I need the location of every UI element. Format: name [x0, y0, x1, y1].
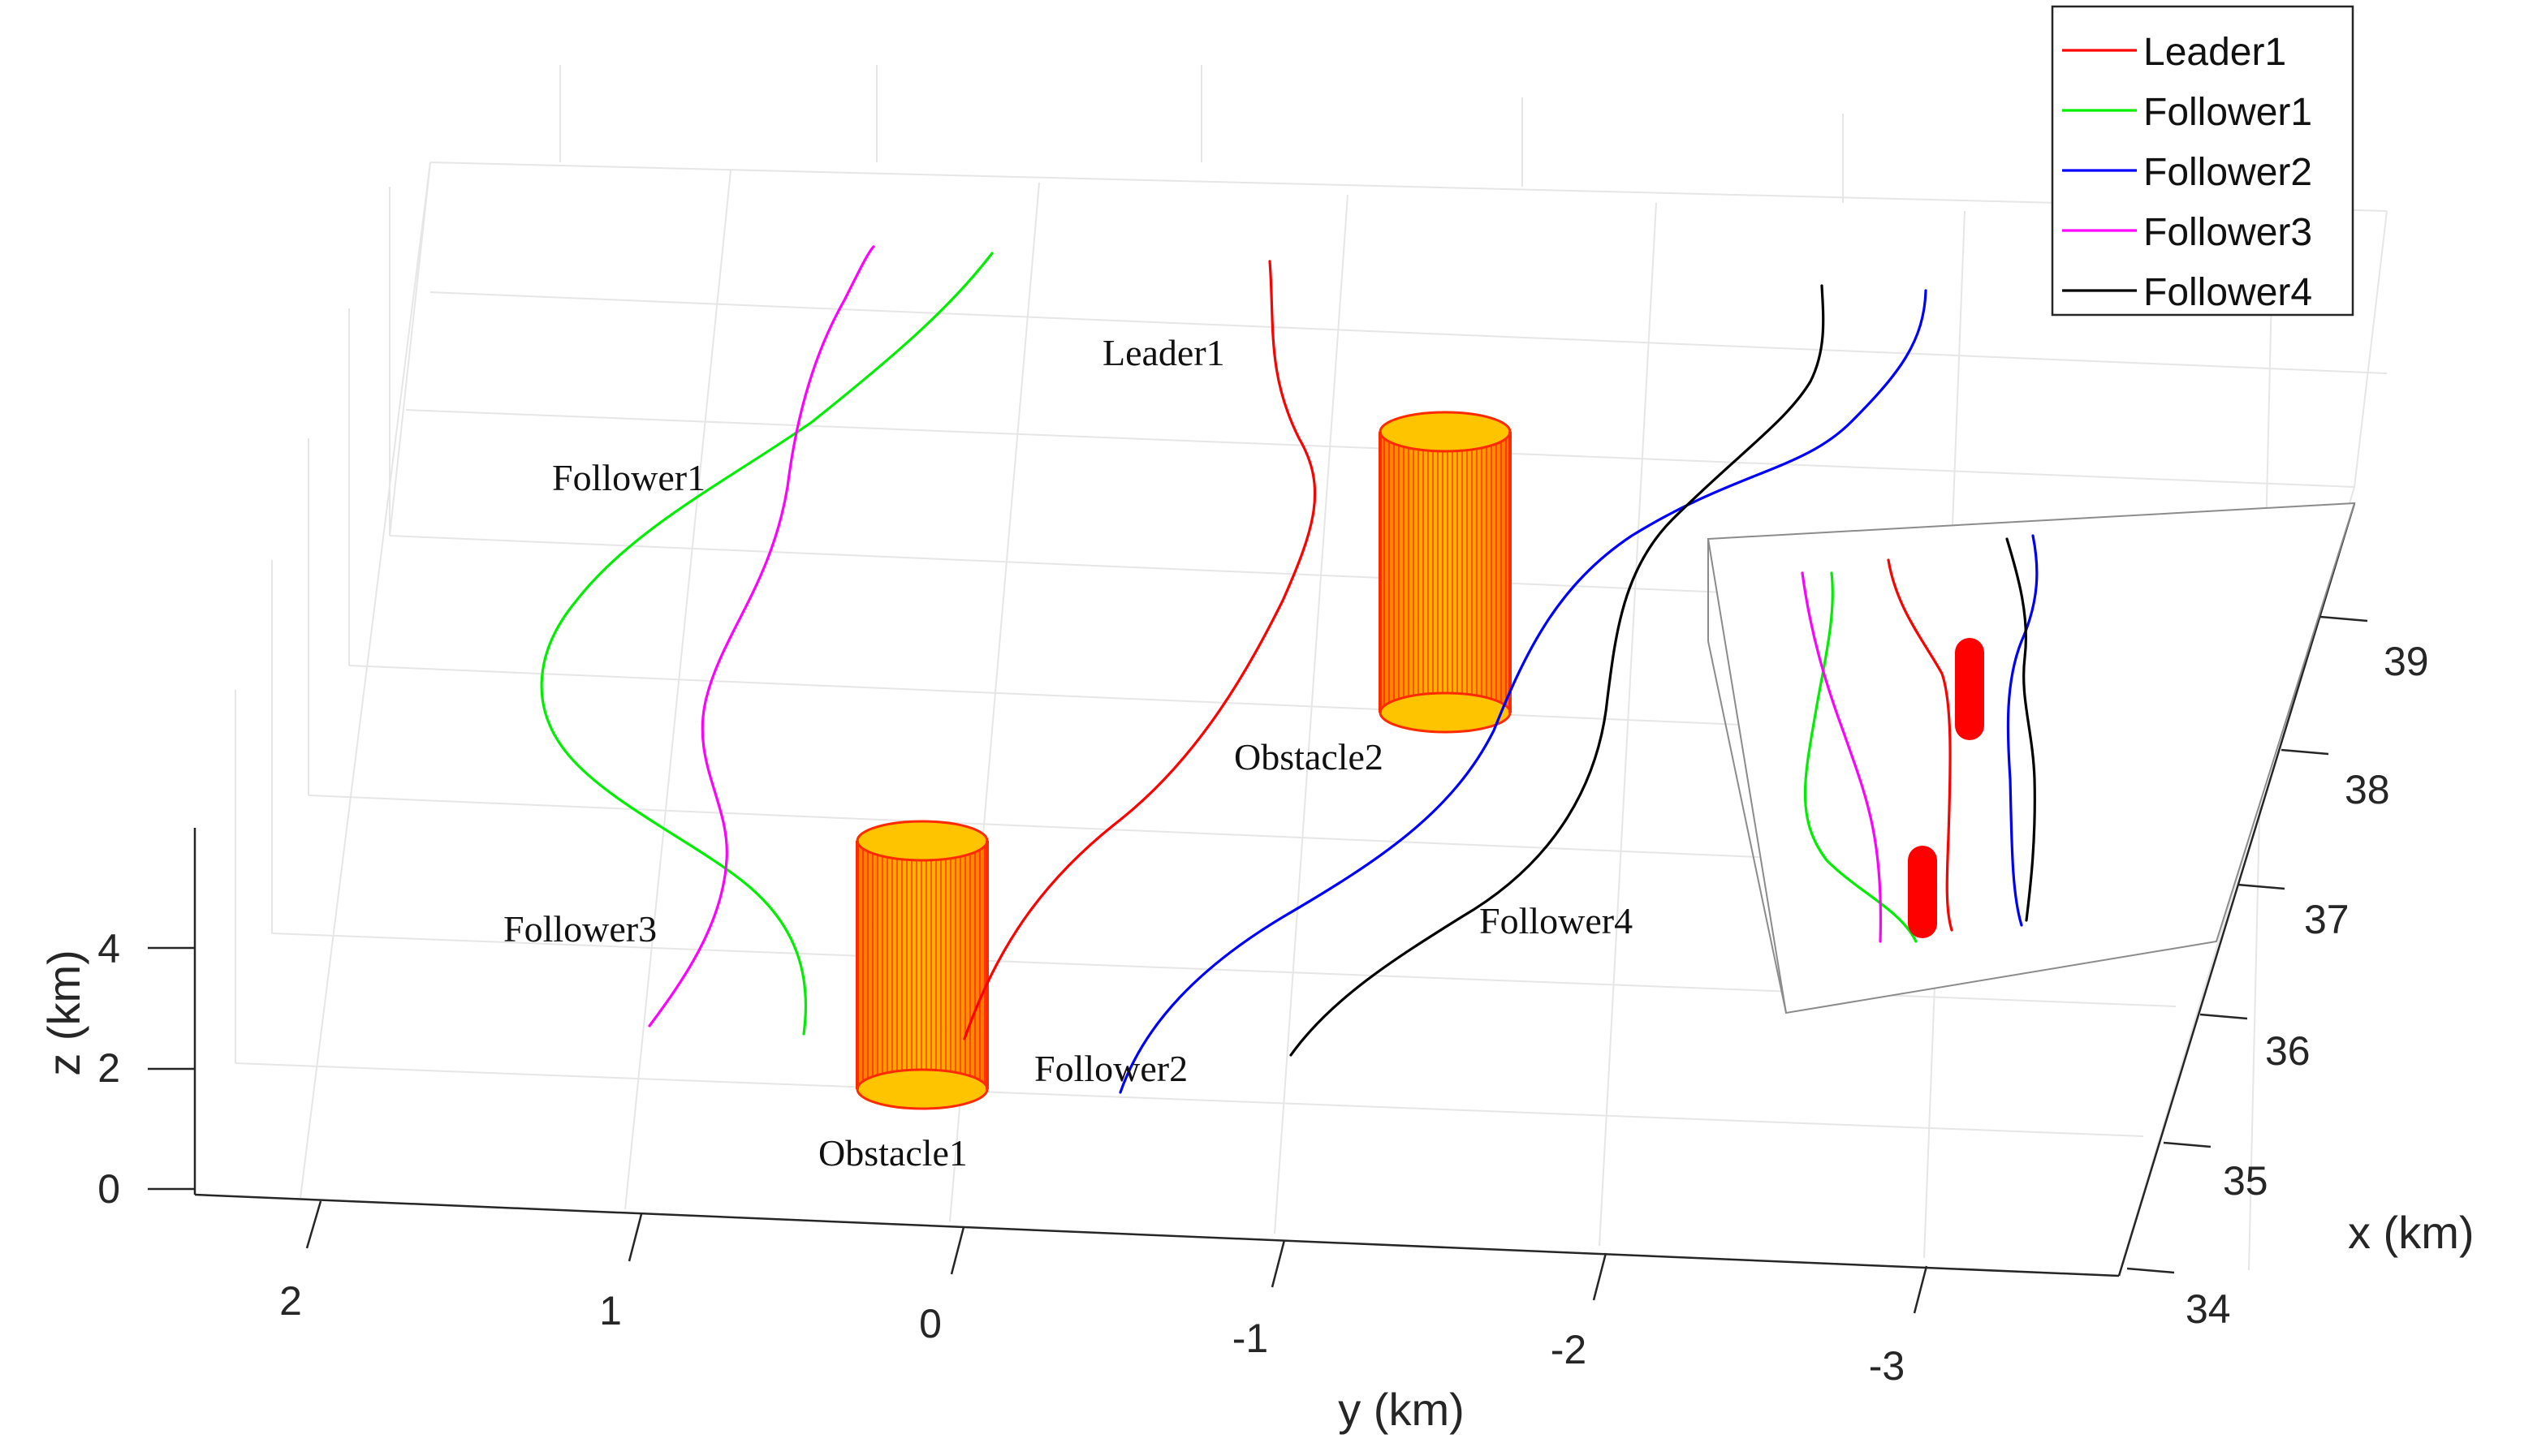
- legend: Leader1 Follower1 Follower2 Follower3 Fo…: [2051, 5, 2354, 317]
- inset-obstacle-2: [1955, 638, 1984, 740]
- inset-follower1-line: [1803, 571, 1918, 943]
- z-tick-label: 4: [97, 926, 120, 971]
- inset-follower4-line: [2005, 537, 2036, 922]
- z-tick-label: 2: [97, 1045, 120, 1091]
- y-tick-label: 2: [279, 1278, 302, 1324]
- z-axis-label: z (km): [38, 950, 89, 1076]
- annotation-obstacle1: Obstacle1: [818, 1132, 968, 1174]
- legend-item-follower3: Follower3: [2062, 211, 2312, 254]
- y-axis-label: y (km): [1338, 1384, 1465, 1435]
- x-ticks: 34 35 36 37 38 39: [2126, 615, 2429, 1332]
- legend-label: Follower2: [2143, 151, 2312, 194]
- grid-lines: [194, 65, 2388, 1275]
- y-axis-line: [194, 1193, 2120, 1277]
- annotation-obstacle2: Obstacle2: [1234, 736, 1383, 778]
- leader1-trajectory: [963, 260, 1317, 1040]
- legend-item-leader1: Leader1: [2062, 31, 2286, 74]
- inset-leader1-line: [1887, 558, 1953, 932]
- follower1-trajectory: [540, 252, 994, 1036]
- follower4-trajectory: [1289, 284, 1825, 1057]
- annotation-follower2: Follower2: [1034, 1048, 1188, 1089]
- x-tick-label: 35: [2223, 1158, 2268, 1204]
- legend-label: Follower1: [2143, 91, 2312, 134]
- obstacle-2-cylinder: [1379, 411, 1512, 734]
- legend-item-follower1: Follower1: [2062, 91, 2312, 134]
- z-ticks: 0 2 4: [97, 926, 195, 1212]
- trajectories: [540, 245, 1927, 1094]
- x-tick-label: 36: [2265, 1028, 2311, 1074]
- y-tick-label: 0: [919, 1301, 942, 1346]
- axes: [193, 502, 2356, 1277]
- inset-obstacle-1: [1908, 846, 1937, 938]
- legend-label: Leader1: [2143, 31, 2286, 74]
- annotation-follower4: Follower4: [1479, 900, 1633, 941]
- y-tick-label: 1: [599, 1288, 622, 1333]
- follower2-trajectory: [1119, 289, 1927, 1094]
- x-tick-label: 37: [2304, 897, 2350, 942]
- y-ticks: 2 1 0 -1 -2 -3: [279, 1200, 1928, 1389]
- legend-item-follower4: Follower4: [2062, 271, 2312, 314]
- annotation-leader1: Leader1: [1103, 332, 1225, 373]
- annotation-follower3: Follower3: [503, 908, 657, 950]
- annotation-follower1: Follower1: [552, 457, 706, 498]
- z-tick-label: 0: [97, 1166, 120, 1212]
- annotations: Leader1 Follower1 Follower2 Follower3 Fo…: [503, 332, 1633, 1174]
- legend-label: Follower4: [2143, 271, 2312, 314]
- x-tick-label: 38: [2345, 767, 2390, 812]
- y-tick-label: -3: [1869, 1343, 1905, 1389]
- x-axis-line: [2117, 502, 2356, 1277]
- x-tick-label: 39: [2384, 639, 2429, 684]
- legend-item-follower2: Follower2: [2062, 151, 2312, 194]
- x-tick-label: 34: [2186, 1286, 2231, 1332]
- follower3-trajectory: [648, 245, 875, 1027]
- legend-label: Follower3: [2143, 211, 2312, 254]
- obstacle-1-cylinder: [856, 820, 989, 1110]
- y-tick-label: -2: [1551, 1327, 1586, 1372]
- y-tick-label: -1: [1232, 1316, 1268, 1361]
- inset-top-view: [1707, 502, 2356, 1014]
- inset-follower3-line: [1801, 571, 1883, 943]
- x-axis-label: x (km): [2348, 1207, 2475, 1258]
- inset-follower2-line: [2006, 534, 2039, 927]
